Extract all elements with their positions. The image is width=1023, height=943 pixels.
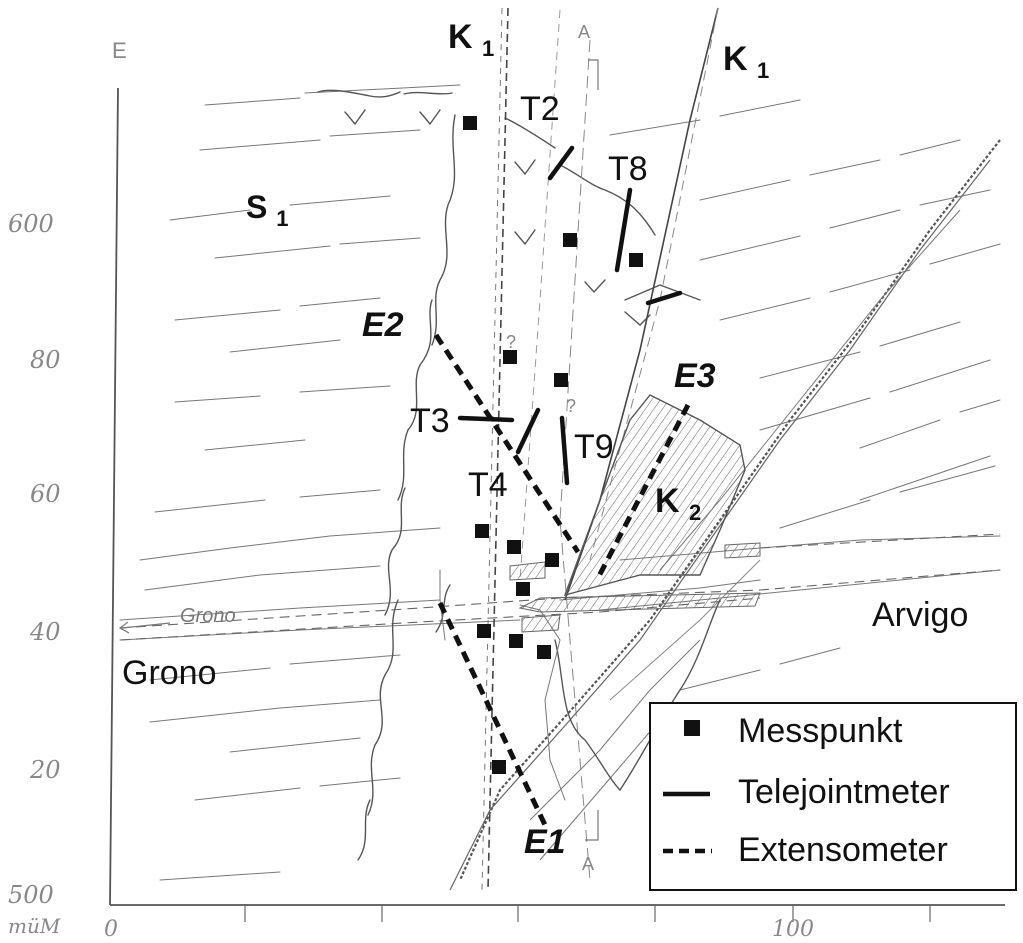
label-K2: K 2 xyxy=(655,482,701,525)
question-mark: ? xyxy=(506,332,516,352)
axes: E 600 80 60 40 20 500 müM 0 100 xyxy=(8,38,1005,942)
messpunkt xyxy=(477,624,491,638)
messpunkt xyxy=(475,524,489,538)
messpunkt xyxy=(563,233,577,247)
messpunkt xyxy=(516,582,530,596)
messpunkt xyxy=(492,760,506,774)
y-tick-80: 80 xyxy=(30,346,61,374)
legend-messpunkt-symbol xyxy=(684,720,700,736)
extensometers xyxy=(433,333,691,827)
label-T9: T9 xyxy=(574,428,614,466)
label-A-top: A xyxy=(578,22,590,42)
messpunkt xyxy=(537,645,551,659)
label-E1: E1 xyxy=(524,823,566,861)
telejointmeter-T3 xyxy=(457,415,515,423)
label-T3: T3 xyxy=(410,402,450,440)
extensometer-E2 xyxy=(433,333,581,554)
K2-zone xyxy=(509,394,761,633)
telejointmeter-T4 xyxy=(515,407,541,455)
x-axis-ticks xyxy=(244,905,931,922)
y-axis-line xyxy=(109,87,119,906)
telejointmeters xyxy=(457,145,683,486)
messpunkt xyxy=(503,350,517,364)
wavy-fold-lines xyxy=(357,114,456,861)
y-axis-corner-label: E xyxy=(112,38,127,63)
y-tick-60: 60 xyxy=(30,480,61,508)
grono-arrow-icon xyxy=(121,622,171,629)
label-T8: T8 xyxy=(608,150,648,188)
messpunkte xyxy=(463,116,643,774)
section-line-A xyxy=(559,39,591,881)
fault-K1-left xyxy=(487,7,509,891)
label-grono-arrow: Grono xyxy=(180,605,236,627)
y-tick-500: 500 xyxy=(8,881,54,909)
y-tick-20: 20 xyxy=(29,756,61,784)
y-tick-40: 40 xyxy=(29,618,61,646)
y-tick-600: 600 xyxy=(8,210,54,238)
messpunkt xyxy=(507,540,521,554)
legend-box xyxy=(649,702,1017,891)
telejointmeter-T2 xyxy=(547,145,575,181)
telejointmeter-T8b xyxy=(645,290,683,306)
legend-extensometer-label: Extensometer xyxy=(738,831,948,869)
x-tick-0: 0 xyxy=(104,917,118,942)
legend-telejointmeter-label: Telejointmeter xyxy=(738,773,950,811)
messpunkt xyxy=(554,373,568,387)
label-E2: E2 xyxy=(362,306,404,344)
label-grono: Grono xyxy=(122,654,217,692)
messpunkt xyxy=(509,634,523,648)
top-contorted-lines xyxy=(317,89,701,326)
label-arvigo: Arvigo xyxy=(872,596,968,634)
telejointmeter-T8 xyxy=(614,187,633,273)
messpunkt xyxy=(463,116,477,130)
extensometer-E3 xyxy=(595,403,691,580)
y-axis-unit: müM xyxy=(8,914,61,938)
label-A-bottom: A xyxy=(582,854,594,874)
label-E3: E3 xyxy=(674,357,716,395)
question-mark: ? xyxy=(566,396,576,416)
label-T4: T4 xyxy=(468,466,508,504)
dashed-horizontal-lines xyxy=(119,533,1001,641)
label-S1: S 1 xyxy=(246,189,288,231)
label-T2: T2 xyxy=(520,90,560,128)
messpunkt xyxy=(545,553,559,567)
messpunkt xyxy=(629,253,643,267)
telejointmeter-T9 xyxy=(559,415,570,486)
label-K1-left: K 1 xyxy=(448,18,494,61)
legend-messpunkt-label: Messpunkt xyxy=(738,712,903,750)
x-tick-100: 100 xyxy=(772,917,814,942)
labels: K 1 K 1 A A S 1 T2 T8 T3 T4 T9 E2 E3 E1 … xyxy=(118,18,968,874)
K2-hatched-area xyxy=(563,394,746,597)
label-K1-right: K 1 xyxy=(723,40,769,83)
extensometer-E1 xyxy=(437,601,548,827)
legend: Messpunkt Telejointmeter Extensometer xyxy=(649,702,1017,891)
